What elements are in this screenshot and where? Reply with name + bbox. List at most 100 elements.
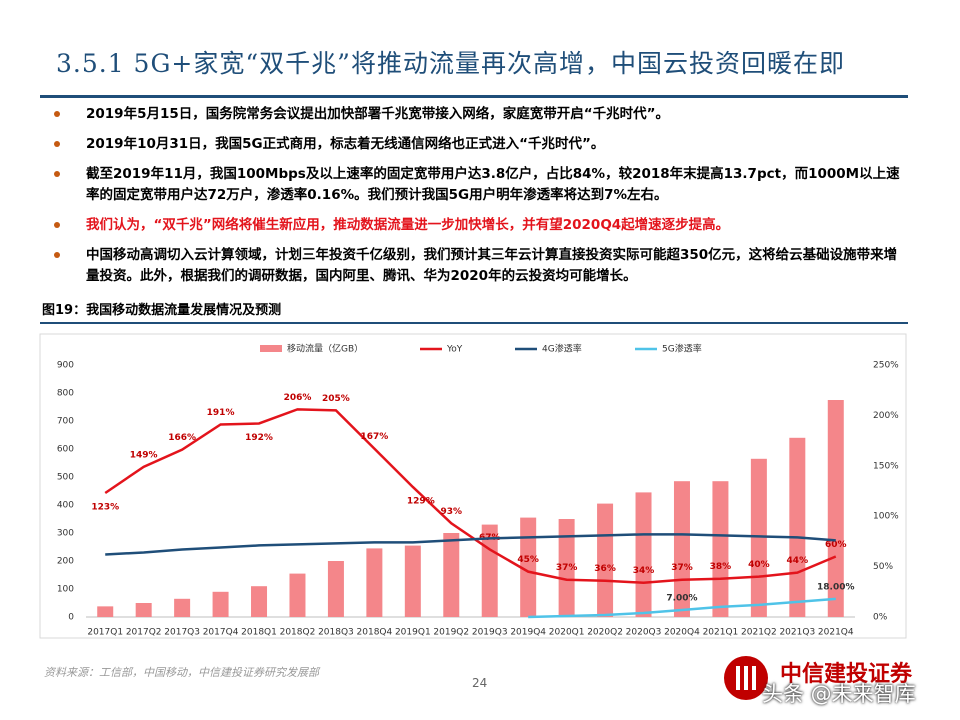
x-tick-label: 2021Q3	[779, 628, 815, 638]
legend-label: 4G渗透率	[542, 343, 582, 355]
data-label: 37%	[671, 563, 693, 573]
data-label: 34%	[633, 566, 655, 576]
y-tick-label: 200	[57, 557, 74, 567]
legend-label: YoY	[446, 345, 463, 355]
line-series	[105, 533, 836, 556]
x-tick-label: 2020Q3	[626, 628, 662, 638]
bullet: 2019年5月15日，国务院常务会议提出加快部署千兆宽带接入网络，家庭宽带开启“…	[52, 104, 907, 125]
bar	[404, 545, 421, 617]
x-tick-label: 2017Q1	[87, 628, 123, 638]
x-tick-label: 2019Q1	[395, 628, 431, 638]
y-tick-label: 100	[57, 585, 74, 595]
bar	[520, 517, 537, 617]
chart-frame	[39, 333, 907, 639]
data-label: 123%	[91, 503, 119, 513]
bullet: 中国移动高调切入云计算领域，计划三年投资千亿级别，我们预计其三年云计算直接投资实…	[52, 245, 907, 287]
y2-tick-label: 250%	[873, 361, 899, 371]
bar	[673, 481, 690, 617]
data-label: 149%	[130, 450, 158, 460]
bullet: 我们认为，“双千兆”网络将催生新应用，推动数据流量进一步加快增长，并有望2020…	[52, 215, 907, 236]
data-label: 37%	[556, 563, 578, 573]
bar	[212, 591, 229, 617]
data-label: 205%	[322, 394, 350, 404]
bar	[827, 400, 844, 617]
logo-icon-stroke	[736, 666, 740, 690]
bar	[558, 519, 575, 617]
bar	[635, 492, 652, 617]
x-tick-label: 2017Q3	[164, 628, 200, 638]
y-tick-label: 600	[57, 445, 74, 455]
bullet-list: 2019年5月15日，国务院常务会议提出加快部署千兆宽带接入网络，家庭宽带开启“…	[52, 104, 907, 296]
y2-tick-label: 150%	[873, 461, 899, 471]
bar	[712, 481, 729, 617]
data-label: 167%	[360, 432, 388, 442]
bullet: 截至2019年11月，我国100Mbps及以上速率的固定宽带用户达3.8亿户，占…	[52, 164, 907, 206]
x-tick-label: 2017Q2	[126, 628, 162, 638]
logo-icon-stroke	[752, 666, 756, 690]
data-label: 40%	[748, 560, 770, 570]
caption-rule	[40, 322, 908, 324]
legend-swatch	[260, 345, 282, 352]
data-label: 93%	[441, 507, 463, 517]
x-tick-label: 2021Q2	[741, 628, 777, 638]
y2-tick-label: 100%	[873, 512, 899, 522]
data-label: 38%	[710, 562, 732, 572]
data-label: 36%	[594, 564, 616, 574]
x-tick-label: 2018Q3	[318, 628, 354, 638]
x-tick-label: 2021Q1	[703, 628, 739, 638]
data-label: 166%	[168, 433, 196, 443]
y-tick-label: 0	[68, 613, 74, 623]
bar	[443, 533, 460, 617]
y-tick-label: 300	[57, 529, 74, 539]
y2-tick-label: 0%	[873, 613, 888, 623]
data-label: 191%	[207, 408, 235, 418]
bar	[174, 598, 191, 617]
bar	[750, 458, 767, 617]
bar	[597, 503, 614, 617]
line-series	[104, 408, 837, 584]
y-tick-label: 900	[57, 361, 74, 371]
bar	[135, 603, 152, 617]
x-tick-label: 2020Q4	[664, 628, 700, 638]
legend-label: 移动流量（亿GB）	[287, 343, 363, 355]
bar	[327, 561, 344, 617]
x-tick-label: 2017Q4	[203, 628, 239, 638]
y-tick-label: 800	[57, 389, 74, 399]
x-tick-label: 2020Q1	[549, 628, 585, 638]
x-tick-label: 2020Q2	[587, 628, 623, 638]
x-tick-label: 2018Q4	[357, 628, 393, 638]
y-tick-label: 400	[57, 501, 74, 511]
y2-tick-label: 50%	[873, 562, 893, 572]
x-tick-label: 2019Q4	[510, 628, 546, 638]
y-tick-label: 700	[57, 417, 74, 427]
logo-icon-stroke	[744, 666, 748, 690]
legend-label: 5G渗透率	[662, 343, 702, 355]
figure-caption: 图19：我国移动数据流量发展情况及预测	[42, 303, 282, 318]
x-tick-label: 2018Q1	[241, 628, 277, 638]
data-label: 60%	[825, 540, 847, 550]
bar	[97, 606, 114, 617]
slide-title: 3.5.1 5G+家宽“双千兆”将推动流量再次高增，中国云投资回暖在即	[56, 49, 845, 78]
data-label: 45%	[517, 555, 539, 565]
line-series	[528, 597, 836, 619]
data-label: 206%	[284, 393, 312, 403]
x-tick-label: 2018Q2	[280, 628, 316, 638]
source-note: 资料来源：工信部，中国移动，中信建投证券研究发展部	[44, 666, 319, 679]
data-label: 44%	[787, 556, 809, 566]
data-label: 129%	[407, 496, 435, 506]
watermark: 头条 @未来智库	[762, 682, 916, 706]
logo-text: 中信建投证券	[780, 662, 913, 687]
data-label: 18.00%	[817, 582, 855, 592]
bar	[251, 586, 268, 617]
bullet: 2019年10月31日，我国5G正式商用，标志着无线通信网络也正式进入“千兆时代…	[52, 134, 907, 155]
x-tick-label: 2021Q4	[818, 628, 854, 638]
data-label: 192%	[245, 433, 273, 443]
x-tick-label: 2019Q3	[472, 628, 508, 638]
x-tick-label: 2019Q2	[433, 628, 469, 638]
y2-tick-label: 200%	[873, 411, 899, 421]
bar	[366, 548, 383, 617]
bar	[789, 437, 806, 617]
page-number: 24	[472, 676, 488, 690]
bar	[289, 573, 306, 617]
